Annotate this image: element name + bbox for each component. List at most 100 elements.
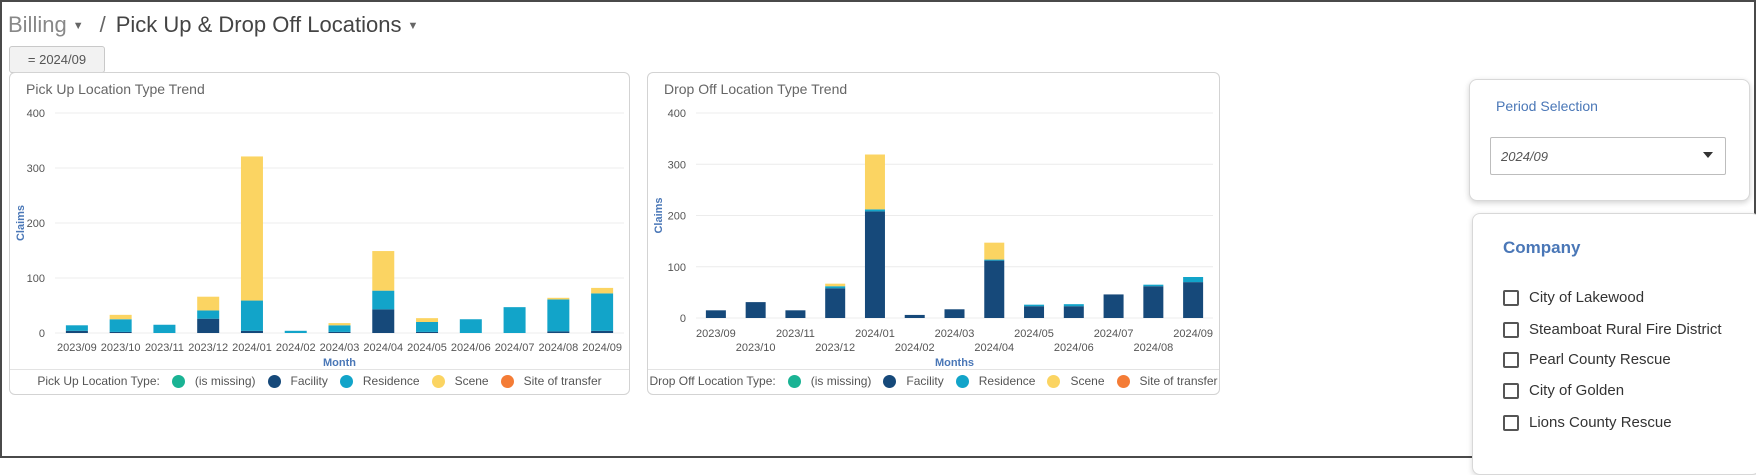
bar-segment-facility xyxy=(109,331,132,333)
bar-segment-facility xyxy=(825,288,846,318)
legend-item-scene[interactable]: Scene xyxy=(1070,374,1105,388)
bar-segment-facility xyxy=(1143,286,1164,318)
bar-segment-scene xyxy=(984,242,1005,260)
legend-swatch-residence xyxy=(955,374,969,388)
y-tick-label: 400 xyxy=(27,108,45,120)
x-tick-label: 2024/04 xyxy=(363,342,403,354)
bar-segment-scene xyxy=(591,287,614,294)
pickup-chart: 0 100 200 300 400 Claims 2023/09 2023/10 2023/11… xyxy=(15,108,624,369)
y-tick-label: 400 xyxy=(668,108,686,120)
bar-segment-scene xyxy=(416,318,439,322)
bar-segment-scene xyxy=(240,156,263,301)
x-tick-label: 2023/09 xyxy=(57,342,97,354)
bar-segment-facility xyxy=(240,330,263,333)
breadcrumb: Billing ▼ / Pick Up & Drop Off Locations… xyxy=(8,8,428,42)
checkbox[interactable] xyxy=(1503,289,1519,306)
bar-segment-residence xyxy=(984,259,1005,261)
bar-segment-residence xyxy=(109,319,132,332)
y-tick-label: 100 xyxy=(668,262,686,274)
bar-segment-scene xyxy=(825,283,846,287)
legend-item-transfer[interactable]: Site of transfer xyxy=(523,374,602,388)
x-tick-label: 2024/07 xyxy=(495,342,535,354)
company-option[interactable]: City of Golden xyxy=(1503,382,1624,399)
company-option-label: Lions County Rescue xyxy=(1529,414,1672,431)
breadcrumb-parent[interactable]: Billing xyxy=(8,12,67,37)
bar-segment-facility xyxy=(984,260,1005,318)
dropoff-chart-panel: Drop Off Location Type Trend 0 100 200 300 4… xyxy=(647,72,1220,395)
legend-item-facility[interactable]: Facility xyxy=(906,374,944,388)
legend-swatch-facility xyxy=(883,374,897,388)
bar-segment-residence xyxy=(416,322,439,332)
x-tick-label: 2024/07 xyxy=(1094,328,1134,340)
x-tick-label: 2024/01 xyxy=(855,328,895,340)
legend-swatch-scene xyxy=(431,374,445,388)
bar-segment-residence xyxy=(328,325,351,332)
x-axis-label: Month xyxy=(323,357,356,369)
bar-segment-residence xyxy=(153,324,176,333)
pickup-chart-panel: Pick Up Location Type Trend 0 100 200 300 40… xyxy=(9,72,630,395)
y-axis-label: Claims xyxy=(15,205,27,241)
legend-label: Drop Off Location Type: xyxy=(649,374,776,388)
period-select-value: 2024/09 xyxy=(1501,148,1548,164)
x-tick-label: 2024/03 xyxy=(935,328,975,340)
bar-segment-scene xyxy=(328,323,351,326)
checkbox[interactable] xyxy=(1503,351,1519,368)
bar-segment-facility xyxy=(1183,282,1204,318)
bar-segment-facility xyxy=(1063,306,1084,318)
bar-segment-facility xyxy=(1103,294,1124,318)
bar-segment-scene xyxy=(109,314,132,320)
legend-item-scene[interactable]: Scene xyxy=(454,374,489,388)
legend-item-transfer[interactable]: Site of transfer xyxy=(1139,374,1218,388)
legend-item-missing[interactable]: (is missing) xyxy=(810,374,872,388)
legend-item-facility[interactable]: Facility xyxy=(290,374,328,388)
x-tick-label: 2024/01 xyxy=(232,342,272,354)
bar-segment-facility xyxy=(864,211,885,318)
breadcrumb-parent-dropdown-icon[interactable]: ▼ xyxy=(72,20,84,32)
bar-segment-residence xyxy=(1024,304,1045,307)
bar-segment-facility xyxy=(547,331,570,333)
bar-segment-scene xyxy=(864,154,885,210)
x-tick-label: 2024/02 xyxy=(276,342,316,354)
bar-segment-scene xyxy=(372,251,395,291)
bar-segment-facility xyxy=(372,309,395,333)
legend-item-missing[interactable]: (is missing) xyxy=(194,374,256,388)
bar-segment-facility xyxy=(785,310,806,318)
bar-segment-facility xyxy=(416,331,439,333)
bar-segment-residence xyxy=(65,325,88,331)
checkbox[interactable] xyxy=(1503,382,1519,399)
x-tick-label: 2023/11 xyxy=(776,328,815,340)
x-tick-label: 2023/11 xyxy=(145,342,184,354)
company-option-label: Pearl County Rescue xyxy=(1529,351,1671,368)
pickup-chart-title: Pick Up Location Type Trend xyxy=(26,81,205,97)
x-tick-label: 2024/06 xyxy=(1054,342,1094,354)
y-tick-label: 200 xyxy=(668,211,686,223)
bar-segment-facility xyxy=(1024,306,1045,318)
bar-segment-residence xyxy=(284,330,307,333)
legend-swatch-scene xyxy=(1047,374,1061,388)
bar-segment-residence xyxy=(547,299,570,332)
breadcrumb-current[interactable]: Pick Up & Drop Off Locations xyxy=(115,12,402,37)
period-select[interactable]: 2024/09 xyxy=(1490,137,1726,175)
x-tick-label: 2024/08 xyxy=(1133,342,1173,354)
legend-item-residence[interactable]: Residence xyxy=(362,374,420,388)
legend-item-residence[interactable]: Residence xyxy=(978,374,1036,388)
x-tick-label: 2024/05 xyxy=(1014,328,1054,340)
company-option[interactable]: Steamboat Rural Fire District xyxy=(1503,321,1722,338)
checkbox[interactable] xyxy=(1503,321,1519,338)
x-axis-label: Months xyxy=(935,357,974,369)
company-filter-title: Company xyxy=(1503,238,1581,257)
x-tick-label: 2023/12 xyxy=(815,342,855,354)
x-tick-label: 2024/06 xyxy=(451,342,491,354)
bar-segment-facility xyxy=(904,314,925,318)
legend-swatch-missing xyxy=(171,374,185,388)
company-option[interactable]: City of Lakewood xyxy=(1503,289,1644,306)
checkbox[interactable] xyxy=(1503,414,1519,431)
company-filter-card: Company City of Lakewood Steamboat Rural… xyxy=(1472,213,1756,475)
company-option[interactable]: Lions County Rescue xyxy=(1503,414,1672,431)
company-option-label: City of Golden xyxy=(1529,382,1625,399)
legend-divider xyxy=(648,369,1219,370)
company-option[interactable]: Pearl County Rescue xyxy=(1503,351,1671,368)
period-filter-chip[interactable]: = 2024/09 xyxy=(9,46,105,73)
bar-segment-facility xyxy=(591,330,614,333)
breadcrumb-current-dropdown-icon[interactable]: ▼ xyxy=(407,20,419,32)
